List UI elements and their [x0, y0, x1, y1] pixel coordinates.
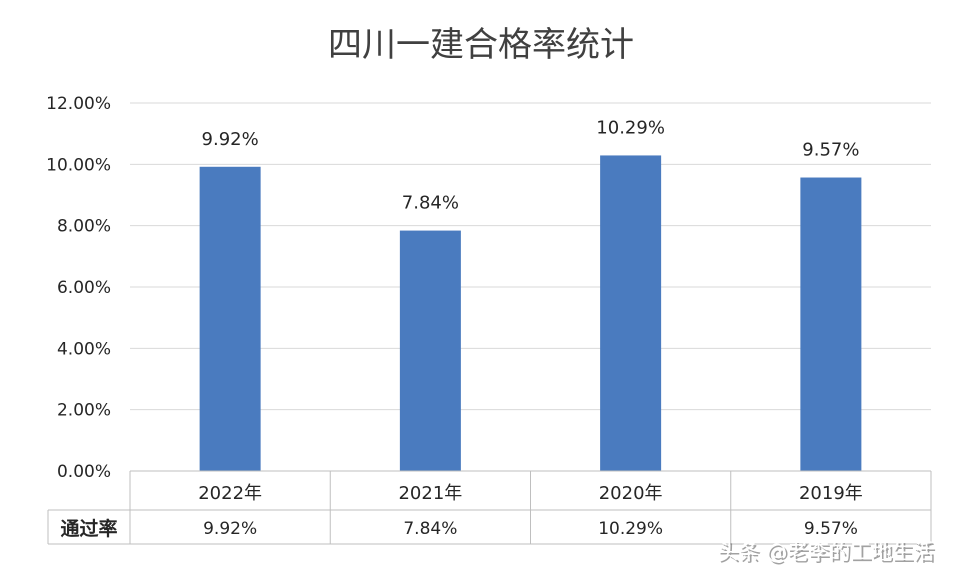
data-label: 9.92% [202, 129, 259, 150]
y-tick-label: 8.00% [57, 217, 111, 237]
x-category-label: 2020年 [599, 483, 663, 504]
x-category-label: 2022年 [198, 483, 262, 504]
data-label: 10.29% [596, 117, 665, 138]
table-row-header: 通过率 [60, 517, 117, 540]
y-tick-label: 4.00% [57, 339, 111, 359]
y-tick-label: 2.00% [57, 401, 111, 421]
data-table: 2022年 9.92% 2021年 7.84% 2020年 10.29% 2019年 9.57… [47, 470, 932, 545]
y-tick-label: 0.00% [57, 462, 111, 482]
bar [800, 177, 862, 471]
table-cell: 10.29% [598, 519, 663, 539]
chart-title: 四川一建合格率统计 [328, 25, 634, 65]
x-category-label: 2021年 [398, 483, 462, 504]
bar [600, 155, 662, 471]
table-cell: 9.92% [203, 519, 257, 539]
bar [199, 166, 261, 471]
data-label: 9.57% [802, 140, 859, 161]
y-tick-label: 6.00% [57, 278, 111, 298]
bars [199, 155, 862, 471]
y-axis-ticks: 0.00% 2.00% 4.00% 6.00% 8.00% 10.00% 12.00% [46, 94, 111, 482]
table-cell: 9.57% [804, 519, 858, 539]
x-category-label: 2019年 [799, 483, 863, 504]
gridlines [130, 102, 931, 472]
bar [399, 230, 461, 471]
watermark-shadow: 头条 @老李的工地生活 [719, 542, 936, 566]
watermark: 头条 @老李的工地生活 [717, 540, 934, 564]
y-tick-label: 12.00% [46, 94, 111, 114]
table-cell: 7.84% [403, 519, 457, 539]
data-labels: 9.92% 7.84% 10.29% 9.57% [202, 117, 860, 213]
y-tick-label: 10.00% [46, 155, 111, 175]
data-label: 7.84% [402, 193, 459, 214]
